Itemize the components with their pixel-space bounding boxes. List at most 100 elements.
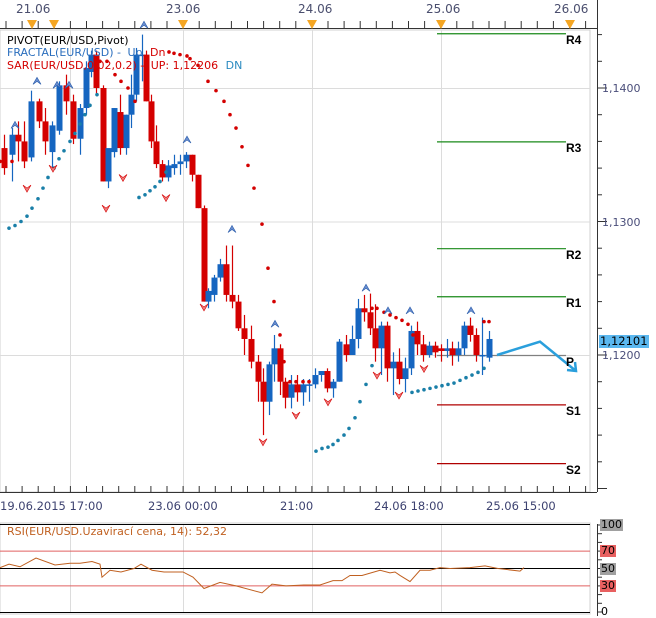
time-label: 21:00 xyxy=(280,499,314,513)
sar-dot xyxy=(214,88,218,93)
sar-dot xyxy=(282,359,286,364)
sar-dot xyxy=(301,379,305,384)
forecast-line xyxy=(496,340,577,372)
bull-candle xyxy=(171,154,178,175)
sar-dot xyxy=(375,306,379,311)
legend-fractal[interactable]: FRACTAL(EUR/USD) - Up Dn xyxy=(7,46,165,59)
rsi-line xyxy=(0,557,525,594)
sar-dot xyxy=(158,179,162,184)
legend-sar-up: UP: 1,12206 xyxy=(150,59,219,72)
fractal-down-icon xyxy=(372,371,382,380)
session-marker-icon xyxy=(307,20,317,29)
time-label: 25.06 15:00 xyxy=(486,499,556,513)
time-label: 19.06.2015 17:00 xyxy=(0,499,103,513)
sar-dot xyxy=(482,319,486,324)
top-date-label: 24.06 xyxy=(298,2,333,16)
axis-ticks xyxy=(5,21,607,613)
fractal-markers xyxy=(10,20,476,447)
bull-candle xyxy=(88,50,95,78)
sar-dot xyxy=(400,318,404,323)
bear-candle xyxy=(223,245,230,302)
bear-candle xyxy=(324,368,331,393)
sar-dot xyxy=(172,51,176,56)
sar-dot xyxy=(137,195,141,200)
sar-dot xyxy=(185,54,189,58)
bear-candle xyxy=(201,205,208,302)
sar-dot xyxy=(57,156,61,161)
bear-candle xyxy=(282,377,289,409)
pivot-label-r4: R4 xyxy=(566,33,582,48)
bear-candle xyxy=(260,368,267,436)
sar-dot xyxy=(164,170,168,174)
fractal-down-icon xyxy=(48,164,58,173)
bull-candle xyxy=(83,61,90,115)
sar-dot xyxy=(406,322,410,327)
top-date-label: 26.06 xyxy=(554,2,589,16)
sar-dot xyxy=(326,445,330,449)
bull-candle xyxy=(211,274,218,302)
legend-sar[interactable]: SAR(EUR/USD,0.02,0.2) - UP: 1,12206 DN xyxy=(7,59,242,72)
sar-dot xyxy=(188,56,192,61)
sar-dot xyxy=(476,370,480,375)
bull-candle xyxy=(390,352,397,396)
bear-candle xyxy=(143,50,150,102)
sar-dot xyxy=(464,375,468,380)
sar-dot xyxy=(178,52,182,57)
sar-dot xyxy=(422,387,426,392)
sar-dot xyxy=(336,438,340,443)
bear-candle xyxy=(229,245,236,309)
rsi-level-label: 70 xyxy=(600,544,616,558)
rsi-title[interactable]: RSI(EUR/USD.Uzavirací cena, 14): 52,32 xyxy=(7,525,228,538)
bull-candle xyxy=(486,330,493,362)
bear-candle xyxy=(148,94,155,149)
bull-candle xyxy=(205,288,212,309)
bear-candle xyxy=(195,174,202,209)
sar-dot xyxy=(266,266,270,271)
fractal-down-icon xyxy=(101,204,111,213)
bear-candle xyxy=(153,125,160,169)
sar-dot xyxy=(487,319,491,324)
sar-dot xyxy=(470,373,474,377)
sar-dot xyxy=(98,59,102,64)
rsi-level-label: 30 xyxy=(600,578,616,592)
bear-candle xyxy=(294,375,301,402)
sar-dot xyxy=(246,163,250,168)
legend-fractal-dn: Dn xyxy=(150,46,166,59)
bull-candle xyxy=(378,321,385,376)
bear-candle xyxy=(420,334,427,362)
session-marker-icon xyxy=(178,20,188,29)
sar-dot xyxy=(13,223,17,228)
fractal-down-icon xyxy=(118,174,128,183)
sar-dot xyxy=(411,333,415,337)
fractal-down-icon xyxy=(394,391,404,400)
bull-candle xyxy=(426,341,433,358)
sar-dot xyxy=(167,50,171,54)
bear-candle xyxy=(467,317,474,342)
sar-dot xyxy=(410,390,414,395)
session-marker-icon xyxy=(436,20,446,29)
sar-dot xyxy=(46,175,50,180)
sar-dot xyxy=(458,378,462,383)
bull-candle xyxy=(479,317,486,376)
legend-fractal-up: Up xyxy=(127,46,143,59)
bull-candle xyxy=(336,338,343,382)
sar-dot xyxy=(278,333,282,337)
sar-dot xyxy=(260,222,264,226)
bear-candle xyxy=(100,85,107,182)
legend-pivot[interactable]: PIVOT(EUR/USD,Pivot) xyxy=(7,34,129,47)
bull-candle xyxy=(28,90,35,162)
sar-dot xyxy=(196,63,200,68)
sar-dot xyxy=(353,415,357,420)
sar-dot xyxy=(222,99,226,104)
bull-candle xyxy=(111,108,118,158)
sar-dot xyxy=(148,188,152,193)
sar-dot xyxy=(206,79,210,84)
bear-candle xyxy=(372,304,379,362)
bull-candle xyxy=(288,375,295,409)
bear-candle xyxy=(93,50,100,95)
sar-dot xyxy=(36,197,40,201)
bull-candle xyxy=(408,325,415,376)
pivot-label-r3: R3 xyxy=(566,141,582,156)
sar-dot xyxy=(133,99,137,104)
